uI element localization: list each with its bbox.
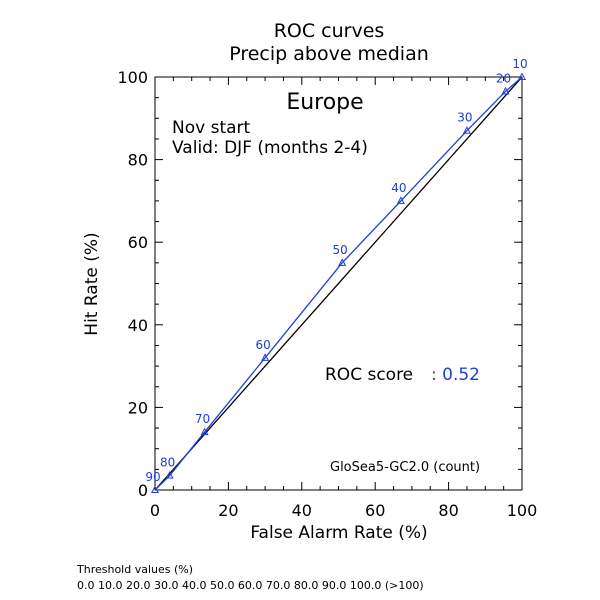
threshold-point-label: 30 xyxy=(457,111,472,125)
start-label: Nov start xyxy=(172,118,251,138)
threshold-point-label: 70 xyxy=(195,412,210,426)
y-tick-label: 60 xyxy=(128,233,148,252)
valid-label: Valid: DJF (months 2-4) xyxy=(172,138,368,158)
threshold-point-label: 50 xyxy=(333,243,348,257)
y-axis-label: Hit Rate (%) xyxy=(82,232,102,335)
roc-score-value: : 0.52 xyxy=(431,365,480,385)
no-skill-diagonal xyxy=(154,76,523,491)
roc-point-marker xyxy=(396,196,405,204)
roc-point-marker xyxy=(517,72,527,80)
model-label: GloSea5-GC2.0 (count) xyxy=(330,460,480,475)
threshold-point-label: 40 xyxy=(391,181,406,195)
roc-point-marker xyxy=(165,470,174,479)
x-tick-label: 100 xyxy=(507,501,538,520)
x-tick-label: 0 xyxy=(150,501,160,520)
y-axis-ticks: 0 20 40 60 80 100 xyxy=(117,68,522,500)
x-tick-label: 40 xyxy=(292,501,312,520)
roc-point-marker xyxy=(200,427,209,436)
roc-curve-line xyxy=(154,76,523,491)
roc-point-marker xyxy=(462,126,471,134)
chart-subtitle: Precip above median xyxy=(229,43,429,65)
y-tick-label: 0 xyxy=(138,481,148,500)
x-tick-label: 80 xyxy=(438,501,458,520)
y-tick-label: 100 xyxy=(117,68,148,87)
roc-point-marker xyxy=(338,258,347,266)
threshold-title: Threshold values (%) xyxy=(76,563,193,576)
threshold-values: 0.0 10.0 20.0 30.0 40.0 50.0 60.0 70.0 8… xyxy=(77,579,424,592)
region-label: Europe xyxy=(286,90,363,115)
roc-score-label: ROC score xyxy=(325,365,413,385)
y-tick-label: 40 xyxy=(128,316,148,335)
roc-point-marker xyxy=(150,485,160,493)
threshold-point-label: 80 xyxy=(160,456,175,470)
threshold-point-label: 10 xyxy=(512,57,527,71)
x-tick-label: 20 xyxy=(218,501,238,520)
roc-point-marker xyxy=(501,86,510,95)
chart-title: ROC curves xyxy=(274,20,385,42)
x-axis-ticks: 0 20 40 60 80 100 xyxy=(150,77,537,520)
threshold-point-label: 90 xyxy=(145,470,160,484)
y-tick-label: 20 xyxy=(128,398,148,417)
threshold-point-label: 60 xyxy=(255,338,270,352)
x-axis-label: False Alarm Rate (%) xyxy=(250,523,427,543)
roc-point-marker xyxy=(261,353,270,361)
threshold-point-label: 20 xyxy=(496,71,511,85)
x-tick-label: 60 xyxy=(365,501,385,520)
y-tick-label: 80 xyxy=(128,151,148,170)
